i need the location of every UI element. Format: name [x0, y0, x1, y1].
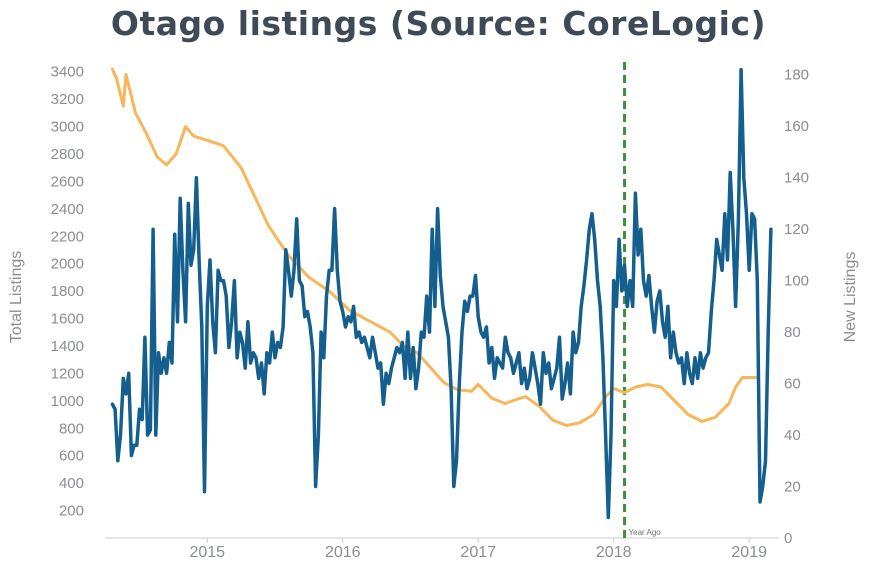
series-line-new-listings [110, 67, 773, 520]
y-tick-left: 2800 [51, 146, 84, 163]
year-ago-label: Year Ago [629, 528, 662, 537]
x-tick-label: 2016 [325, 544, 361, 561]
y-tick-left: 1000 [51, 393, 84, 410]
x-tick-label: 2019 [731, 544, 767, 561]
year-ago-marker: Year Ago [623, 62, 662, 538]
y-tick-left: 1600 [51, 311, 84, 328]
y-tick-right: 180 [784, 67, 809, 84]
y-tick-left: 2600 [51, 173, 84, 190]
y-tick-left: 2000 [51, 256, 84, 273]
y-tick-left: 600 [59, 448, 84, 465]
y-tick-right: 140 [784, 170, 809, 187]
y-tick-right: 160 [784, 118, 809, 135]
y-tick-left: 1200 [51, 365, 84, 382]
y-axis-label-right: New Listings [842, 252, 859, 343]
y-tick-left: 400 [59, 475, 84, 492]
y-tick-right: 100 [784, 273, 809, 290]
x-tick-label: 2015 [189, 544, 225, 561]
y-tick-right: 80 [784, 324, 801, 341]
y-tick-right: 20 [784, 479, 801, 496]
y-axis-label-left: Total Listings [8, 251, 25, 344]
x-tick-label: 2017 [460, 544, 496, 561]
y-tick-left: 3000 [51, 119, 84, 136]
y-tick-left: 3400 [51, 64, 84, 81]
y-tick-left: 3200 [51, 91, 84, 108]
series-lines [110, 67, 773, 520]
y-tick-left: 1800 [51, 283, 84, 300]
y-tick-left: 2200 [51, 228, 84, 245]
y-tick-left: 1400 [51, 338, 84, 355]
y-tick-right: 0 [784, 530, 792, 547]
y-tick-left: 800 [59, 420, 84, 437]
y-tick-right: 120 [784, 221, 809, 238]
y-tick-left: 2400 [51, 201, 84, 218]
x-tick-label: 2018 [596, 544, 632, 561]
axes: 2004006008001000120014001600180020002200… [51, 64, 809, 561]
y-tick-left: 200 [59, 503, 84, 520]
chart-title: Otago listings (Source: CoreLogic) [110, 4, 767, 43]
y-tick-right: 60 [784, 376, 801, 393]
y-tick-right: 40 [784, 427, 801, 444]
